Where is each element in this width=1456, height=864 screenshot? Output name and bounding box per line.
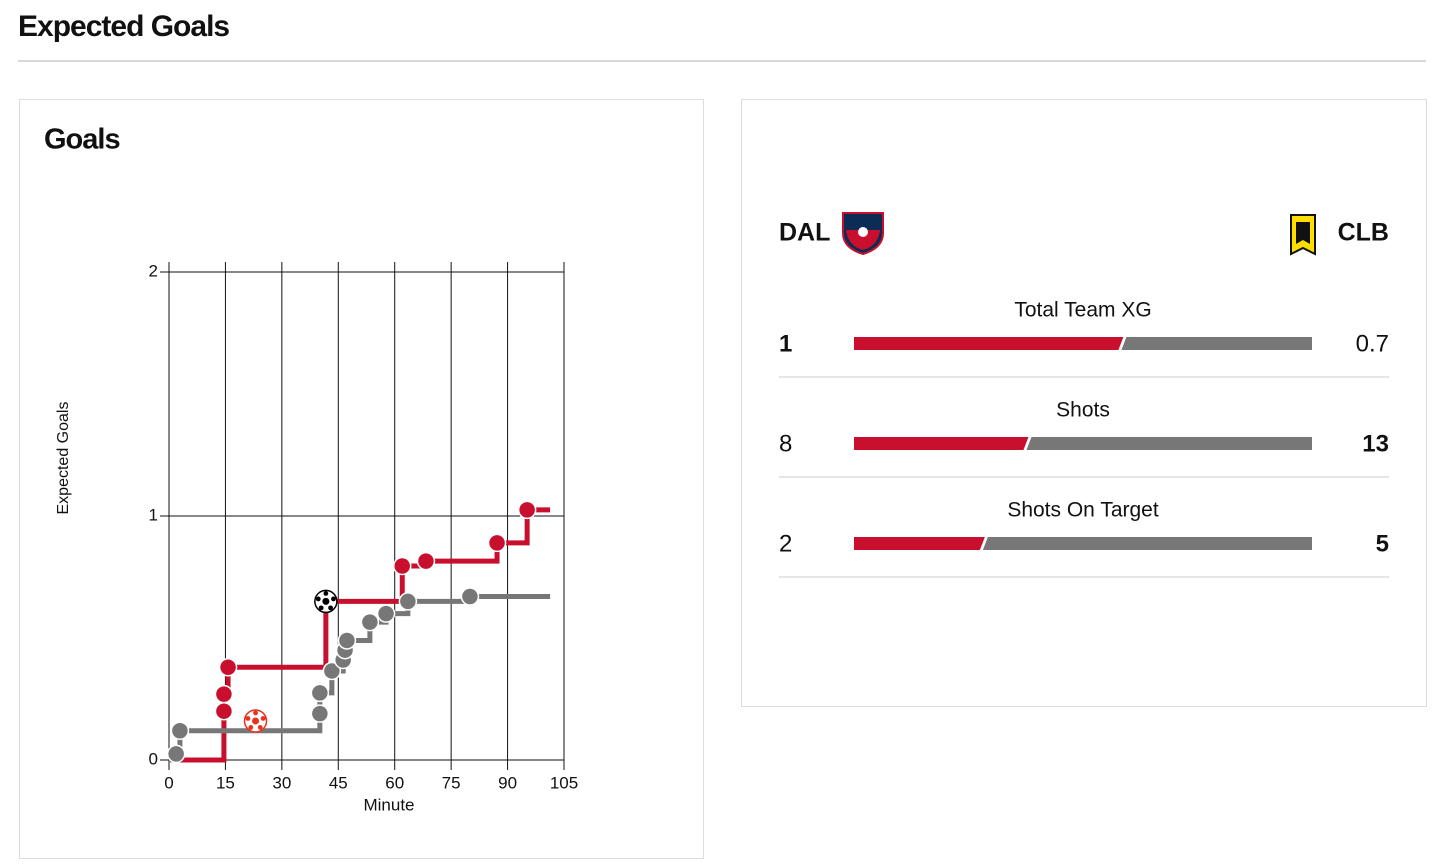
y-axis-label: Expected Goals — [55, 402, 72, 515]
goal-marker-patch — [257, 725, 263, 730]
left-value: 8 — [779, 430, 792, 457]
y-tick-label: 2 — [149, 261, 158, 280]
x-tick-label: 60 — [385, 773, 404, 792]
goal-marker-patch — [323, 591, 329, 596]
chart-panel — [19, 99, 704, 859]
stat-label: Shots On Target — [1007, 499, 1159, 522]
clb-logo — [1290, 214, 1316, 256]
step-segment — [169, 711, 227, 763]
x-tick-label: 30 — [272, 773, 291, 792]
right-bar — [982, 537, 1312, 550]
goal-marker-patch — [248, 725, 254, 730]
shot-point — [310, 683, 330, 703]
chart-title: Goals — [44, 124, 120, 156]
shot-point — [487, 533, 507, 553]
shot-point — [398, 592, 418, 611]
right-value: 5 — [1376, 530, 1389, 557]
stat-label: Shots — [1056, 399, 1110, 422]
shot-point — [460, 587, 480, 606]
left-value: 1 — [779, 330, 792, 357]
shot-point — [322, 661, 342, 681]
shot-point — [214, 701, 234, 721]
x-tick-label: 0 — [164, 773, 173, 792]
y-tick-label: 0 — [149, 749, 158, 768]
goal-marker-center — [252, 717, 260, 725]
stats-panel — [741, 99, 1427, 707]
right-bar — [1026, 437, 1312, 450]
dal-logo — [842, 212, 884, 256]
left-bar — [854, 537, 985, 550]
shot-point — [376, 604, 396, 623]
goal-marker-patch — [245, 716, 251, 721]
left-bar — [854, 437, 1029, 450]
shot-point — [166, 744, 186, 764]
goal-marker-patch — [331, 596, 336, 602]
x-tick-label: 105 — [550, 773, 578, 792]
stats: DAL CLB Total Team XG 1 0.7 Shots 8 13 Shots On … — [779, 219, 1389, 578]
shot-point — [310, 704, 330, 723]
shot-point — [337, 631, 357, 650]
x-axis-label: Minute — [363, 795, 414, 814]
left-bar — [854, 337, 1124, 350]
x-tick-label: 15 — [216, 773, 235, 792]
shot-point — [170, 721, 190, 740]
shot-point — [416, 551, 436, 571]
right-team: CLB — [1338, 219, 1389, 247]
shot-point — [214, 684, 234, 704]
shot-point — [392, 556, 412, 576]
right-value: 13 — [1362, 430, 1389, 457]
shot-point — [218, 658, 238, 677]
y-tick-label: 1 — [149, 505, 158, 524]
x-tick-label: 75 — [442, 773, 461, 792]
shot-point — [360, 612, 380, 632]
x-tick-label: 90 — [498, 773, 517, 792]
left-value: 2 — [779, 530, 792, 557]
goal-marker-patch — [260, 716, 266, 721]
goal-marker-patch — [328, 605, 333, 611]
right-value: 0.7 — [1356, 330, 1389, 357]
page-title: Expected Goals — [18, 10, 229, 43]
stat-label: Total Team XG — [1014, 299, 1151, 322]
goal-marker-patch — [253, 710, 258, 716]
shot-point — [517, 500, 537, 520]
goal-marker-patch — [315, 596, 321, 602]
right-bar — [1121, 337, 1312, 350]
goal-marker-center — [322, 597, 330, 605]
goal-marker-patch — [318, 605, 324, 611]
left-team: DAL — [779, 219, 830, 247]
step-segment — [497, 509, 530, 546]
chart-area: 0 15 30 45 60 75 90 105 0 1 2 — [149, 261, 579, 792]
x-tick-label: 45 — [329, 773, 348, 792]
